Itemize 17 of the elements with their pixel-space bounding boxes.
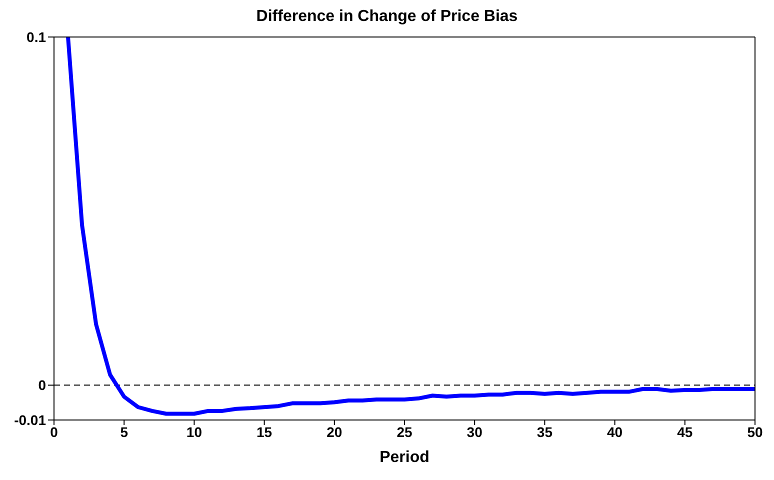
x-tick-label: 0 <box>50 424 58 440</box>
x-tick-label: 40 <box>607 424 623 440</box>
x-tick-label: 5 <box>120 424 128 440</box>
y-tick-label: -0.01 <box>14 412 46 428</box>
x-tick-label: 15 <box>256 424 272 440</box>
x-tick-label: 10 <box>186 424 202 440</box>
x-tick-label: 35 <box>536 424 553 440</box>
x-tick-label: 25 <box>396 424 412 440</box>
line-series <box>66 37 755 416</box>
x-tick-label: 45 <box>677 424 693 440</box>
x-tick-label: 30 <box>466 424 483 440</box>
x-tick-label: 20 <box>326 424 342 440</box>
chart-title: Difference in Change of Price Bias <box>255 8 519 27</box>
x-tick-label: 50 <box>747 424 763 440</box>
y-tick-label: 0.1 <box>26 28 46 45</box>
y-tick-label: 0 <box>38 377 46 394</box>
x-axis-title: Period <box>380 449 430 466</box>
